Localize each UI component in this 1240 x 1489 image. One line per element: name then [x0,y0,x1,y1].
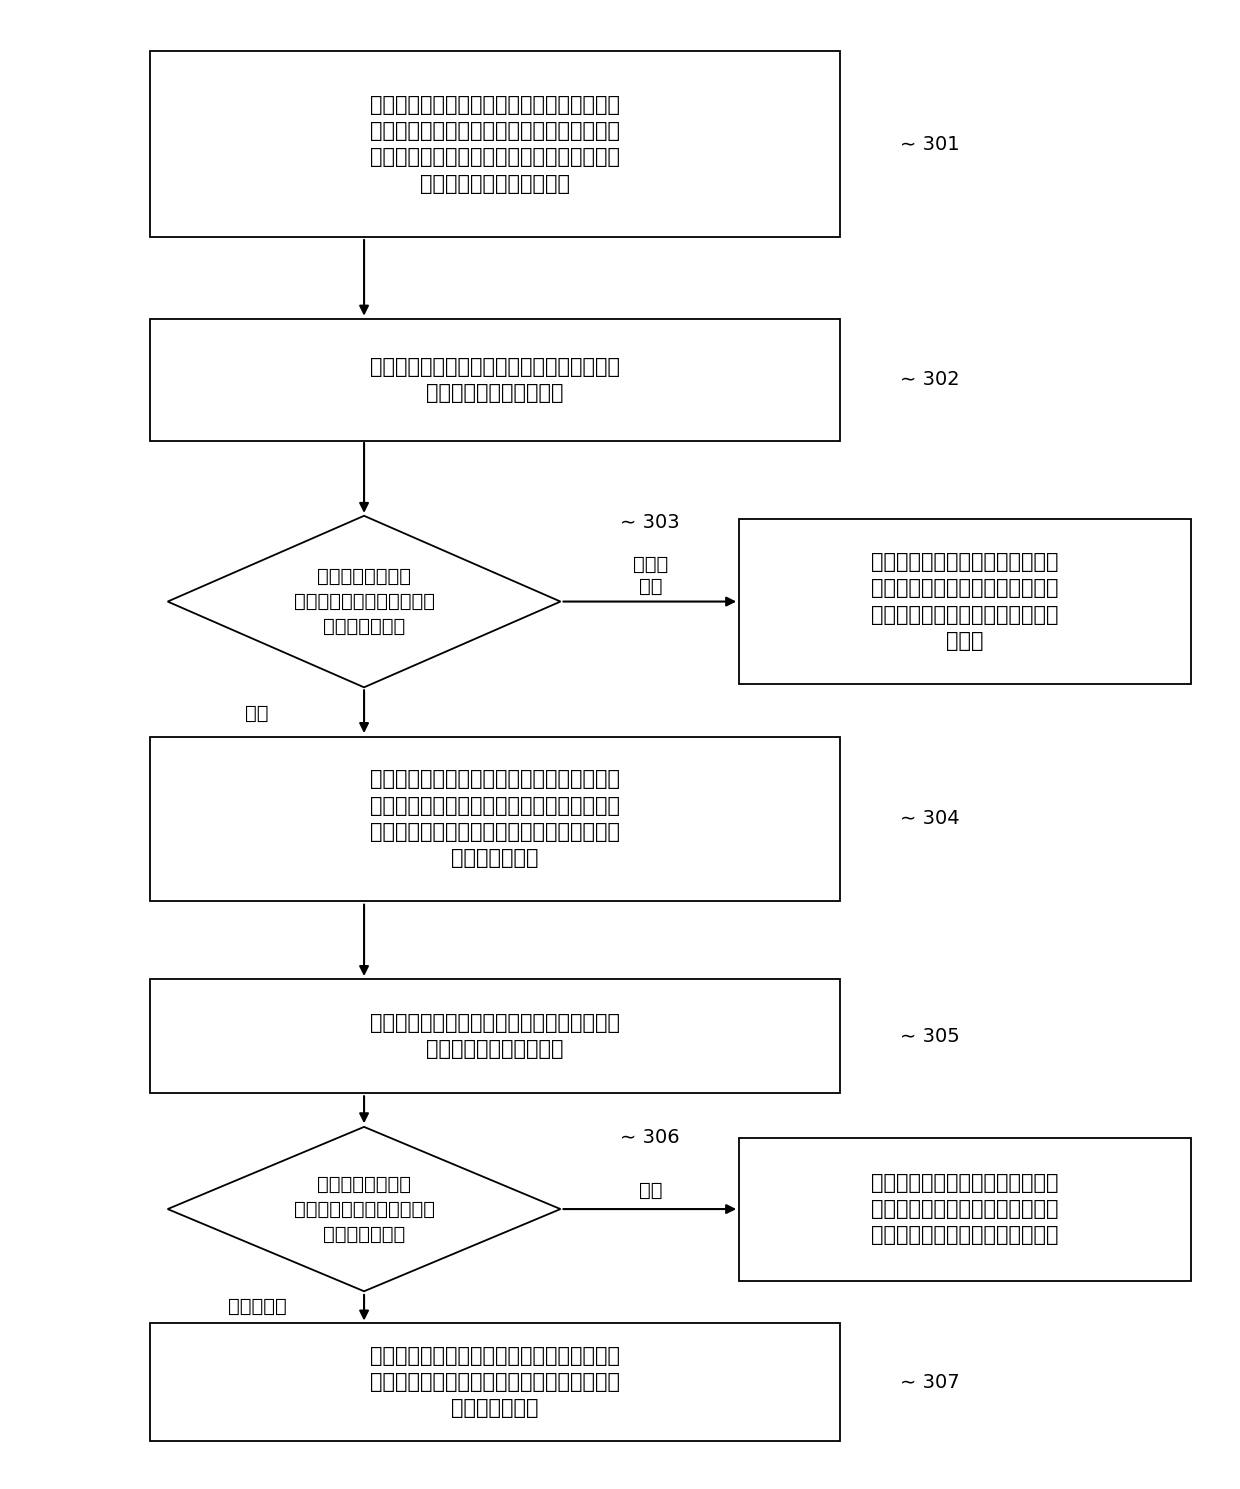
Text: 将所述第一压力检
测值与预先获得的第一压力
标准值进行比较: 将所述第一压力检 测值与预先获得的第一压力 标准值进行比较 [294,1175,434,1243]
Bar [739,520,1192,683]
Text: 大于或等于: 大于或等于 [228,1297,286,1316]
Text: ∼ 301: ∼ 301 [900,134,960,153]
Text: 小于: 小于 [639,1181,662,1200]
Text: 根据所述第一感应电容值，获取所述压力触控
屏受到的第一压力检测值: 根据所述第一感应电容值，获取所述压力触控 屏受到的第一压力检测值 [370,1013,620,1059]
Text: 大于: 大于 [246,703,269,722]
Bar [150,737,841,901]
Text: 若所述第二压力检测值小于或等于
所述第二压力标准值，则生成用于
表征终端的气密性不达标的第二提
示信息: 若所述第二压力检测值小于或等于 所述第二压力标准值，则生成用于 表征终端的气密性… [872,552,1059,651]
Polygon shape [167,515,560,688]
Text: ∼ 305: ∼ 305 [900,1026,960,1045]
Text: ∼ 303: ∼ 303 [620,514,680,533]
Text: 若所述第二压力检测值大于所述第二压力标准
值，则在所述第一预设时间到达时，执行获取
所述压力感应层和所述金属支架之间的第一感
应电容值的步骤: 若所述第二压力检测值大于所述第二压力标准 值，则在所述第一预设时间到达时，执行获… [370,770,620,868]
Polygon shape [167,1127,560,1291]
Text: 小于或
等于: 小于或 等于 [634,555,668,596]
Bar [150,1324,841,1441]
Text: ∼ 302: ∼ 302 [900,371,960,390]
Text: ∼ 306: ∼ 306 [620,1129,680,1147]
Text: 在待检测终端所处的密封舱内的气体压强增加
预设阈值时，在所述第一预设时间到达前的第
二预设时间，获取所述压力感应层和所述金属
支架之间的第二感应电容值: 在待检测终端所处的密封舱内的气体压强增加 预设阈值时，在所述第一预设时间到达前的… [370,94,620,194]
Text: ∼ 307: ∼ 307 [900,1373,960,1392]
Bar [739,1138,1192,1281]
Text: 根据所述第二感应电容值，获取所述压力触控
屏受到的第二压力检测值: 根据所述第二感应电容值，获取所述压力触控 屏受到的第二压力检测值 [370,357,620,404]
Bar [150,978,841,1093]
Text: 若所述第一压力检测值大于或等于所述第一压
力标准值，则生成用于表征终端的气密性达标
的第一提示信息: 若所述第一压力检测值大于或等于所述第一压 力标准值，则生成用于表征终端的气密性达… [370,1346,620,1419]
Bar [150,319,841,441]
Text: 将所述第二压力检
测值与预先获得的第二压力
标准值进行比较: 将所述第二压力检 测值与预先获得的第二压力 标准值进行比较 [294,567,434,636]
Text: 若所述第一压力检测值小于所述第
一压力标准值，则生成用于表征终
端的气密性不达标的第二提示信息: 若所述第一压力检测值小于所述第 一压力标准值，则生成用于表征终 端的气密性不达标… [872,1173,1059,1245]
Text: ∼ 304: ∼ 304 [900,810,960,828]
Bar [150,51,841,237]
